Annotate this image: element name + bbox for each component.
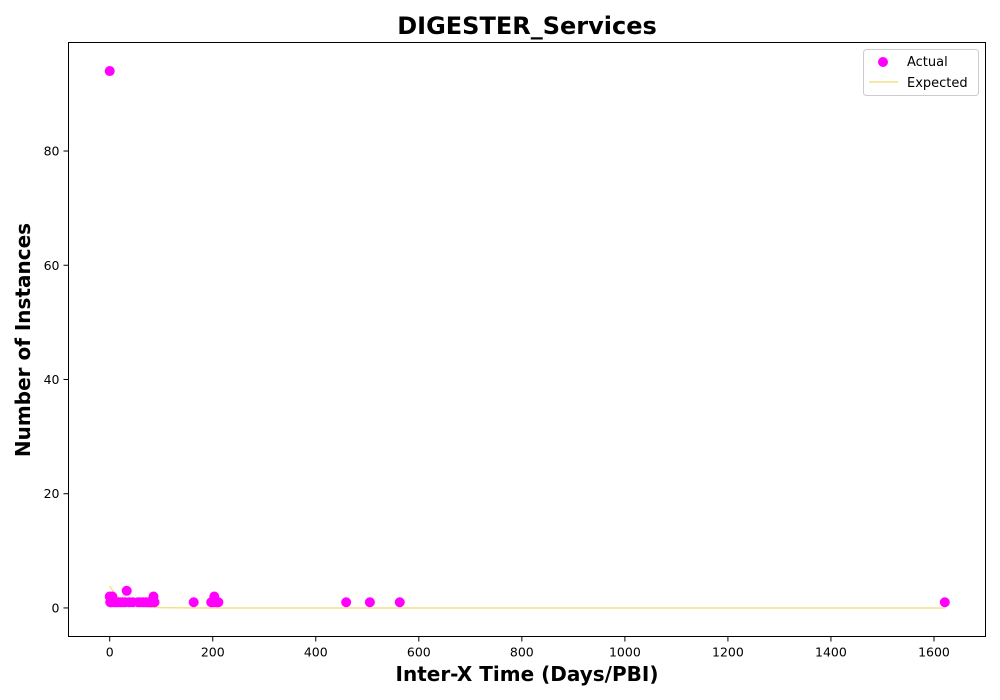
axes-frame (68, 42, 986, 637)
actual-point (939, 597, 950, 608)
actual-point (394, 597, 405, 608)
chart-title: DIGESTER_Services (397, 12, 657, 40)
actual-point (149, 597, 160, 608)
x-tick-label: 1000 (609, 645, 641, 660)
x-tick-label: 800 (510, 645, 534, 660)
y-tick-label: 60 (44, 258, 60, 273)
y-tick-label: 80 (44, 144, 60, 159)
x-tick-label: 1200 (712, 645, 744, 660)
x-tick-label: 0 (106, 645, 114, 660)
y-tick-label: 20 (44, 486, 60, 501)
x-tick-label: 600 (407, 645, 431, 660)
x-tick-label: 1400 (815, 645, 847, 660)
x-axis-ticks: 0 200 400 600 800 1000 1200 1400 1600 (106, 636, 950, 660)
actual-point (188, 597, 199, 608)
y-axis-label: Number of Instances (11, 223, 35, 457)
actual-point (364, 597, 375, 608)
x-tick-label: 400 (304, 645, 328, 660)
y-tick-label: 40 (44, 372, 60, 387)
series-layer (104, 66, 950, 609)
legend-expected-label: Expected (907, 76, 968, 91)
y-tick-label: 0 (52, 600, 60, 615)
legend-box (863, 49, 979, 96)
actual-point (341, 597, 352, 608)
legend-actual-marker (878, 57, 888, 67)
actual-point (213, 597, 224, 608)
plot-area (68, 42, 986, 637)
x-tick-label: 1600 (918, 645, 950, 660)
actual-point (104, 66, 115, 77)
x-axis-label: Inter-X Time (Days/PBI) (396, 662, 659, 686)
actual-point (121, 585, 132, 596)
x-tick-label: 200 (201, 645, 225, 660)
legend: Actual Expected (863, 49, 979, 96)
y-axis-ticks: 0 20 40 60 80 (44, 144, 69, 615)
legend-actual-label: Actual (907, 55, 948, 70)
